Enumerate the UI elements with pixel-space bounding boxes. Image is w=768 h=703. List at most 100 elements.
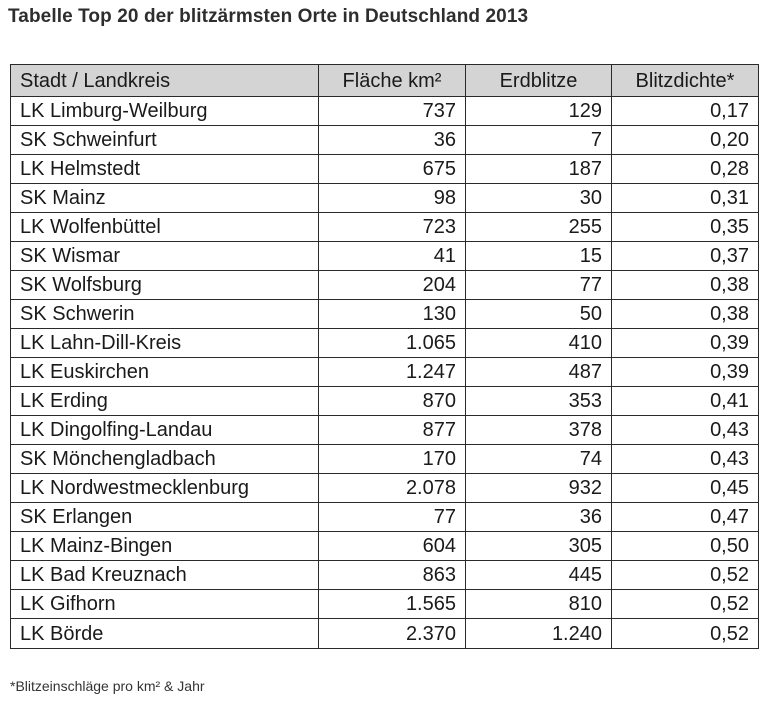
cell-lightning: 410 <box>465 328 612 358</box>
table-row: LK Erding 870 353 0,41 <box>10 386 759 416</box>
cell-density: 0,52 <box>611 589 759 619</box>
table-row: LK Helmstedt 675 187 0,28 <box>10 154 759 184</box>
table-row: LK Lahn-Dill-Kreis 1.065 410 0,39 <box>10 328 759 358</box>
table-row: LK Limburg-Weilburg 737 129 0,17 <box>10 96 759 126</box>
table-row: SK Wismar 41 15 0,37 <box>10 241 759 271</box>
footnote: *Blitzeinschläge pro km² & Jahr <box>10 678 205 694</box>
cell-area: 723 <box>318 212 466 242</box>
table-row: LK Mainz-Bingen 604 305 0,50 <box>10 531 759 561</box>
cell-city: LK Helmstedt <box>10 154 319 184</box>
table-row: SK Schweinfurt 36 7 0,20 <box>10 125 759 155</box>
cell-area: 98 <box>318 183 466 213</box>
table-row: SK Erlangen 77 36 0,47 <box>10 502 759 532</box>
cell-density: 0,41 <box>611 386 759 416</box>
cell-density: 0,35 <box>611 212 759 242</box>
cell-lightning: 353 <box>465 386 612 416</box>
cell-lightning: 810 <box>465 589 612 619</box>
table-row: LK Bad Kreuznach 863 445 0,52 <box>10 560 759 590</box>
cell-city: SK Schwerin <box>10 299 319 329</box>
cell-lightning: 255 <box>465 212 612 242</box>
cell-area: 41 <box>318 241 466 271</box>
cell-density: 0,28 <box>611 154 759 184</box>
table-row: LK Börde 2.370 1.240 0,52 <box>10 618 759 649</box>
cell-area: 77 <box>318 502 466 532</box>
header-city: Stadt / Landkreis <box>10 64 319 97</box>
table-row: LK Euskirchen 1.247 487 0,39 <box>10 357 759 387</box>
cell-city: LK Wolfenbüttel <box>10 212 319 242</box>
cell-density: 0,52 <box>611 560 759 590</box>
cell-density: 0,39 <box>611 357 759 387</box>
cell-lightning: 445 <box>465 560 612 590</box>
cell-lightning: 378 <box>465 415 612 445</box>
cell-density: 0,52 <box>611 618 759 649</box>
cell-density: 0,20 <box>611 125 759 155</box>
cell-city: LK Erding <box>10 386 319 416</box>
cell-area: 604 <box>318 531 466 561</box>
cell-lightning: 77 <box>465 270 612 300</box>
cell-city: SK Wolfsburg <box>10 270 319 300</box>
cell-density: 0,38 <box>611 299 759 329</box>
table-row: SK Mönchengladbach 170 74 0,43 <box>10 444 759 474</box>
cell-density: 0,17 <box>611 96 759 126</box>
cell-lightning: 36 <box>465 502 612 532</box>
page-title: Tabelle Top 20 der blitzärmsten Orte in … <box>8 6 529 27</box>
header-lightning: Erdblitze <box>465 64 612 97</box>
cell-city: LK Bad Kreuznach <box>10 560 319 590</box>
table-row: LK Gifhorn 1.565 810 0,52 <box>10 589 759 619</box>
cell-area: 675 <box>318 154 466 184</box>
cell-city: SK Schweinfurt <box>10 125 319 155</box>
cell-lightning: 129 <box>465 96 612 126</box>
cell-city: LK Börde <box>10 618 319 649</box>
cell-density: 0,43 <box>611 415 759 445</box>
cell-area: 737 <box>318 96 466 126</box>
cell-density: 0,31 <box>611 183 759 213</box>
cell-area: 877 <box>318 415 466 445</box>
cell-lightning: 50 <box>465 299 612 329</box>
cell-density: 0,50 <box>611 531 759 561</box>
cell-city: LK Euskirchen <box>10 357 319 387</box>
cell-lightning: 7 <box>465 125 612 155</box>
cell-lightning: 15 <box>465 241 612 271</box>
cell-city: LK Mainz-Bingen <box>10 531 319 561</box>
cell-lightning: 187 <box>465 154 612 184</box>
cell-area: 1.065 <box>318 328 466 358</box>
cell-lightning: 74 <box>465 444 612 474</box>
cell-city: LK Limburg-Weilburg <box>10 96 319 126</box>
cell-density: 0,47 <box>611 502 759 532</box>
cell-area: 130 <box>318 299 466 329</box>
cell-city: LK Lahn-Dill-Kreis <box>10 328 319 358</box>
table-row: LK Wolfenbüttel 723 255 0,35 <box>10 212 759 242</box>
cell-city: SK Mainz <box>10 183 319 213</box>
table-row: SK Mainz 98 30 0,31 <box>10 183 759 213</box>
cell-area: 204 <box>318 270 466 300</box>
cell-area: 2.370 <box>318 618 466 649</box>
cell-lightning: 305 <box>465 531 612 561</box>
cell-city: SK Wismar <box>10 241 319 271</box>
cell-density: 0,38 <box>611 270 759 300</box>
cell-area: 863 <box>318 560 466 590</box>
cell-density: 0,39 <box>611 328 759 358</box>
lightning-table: Stadt / Landkreis Fläche km² Erdblitze B… <box>10 64 759 649</box>
cell-density: 0,45 <box>611 473 759 503</box>
header-density: Blitzdichte* <box>611 64 759 97</box>
cell-lightning: 1.240 <box>465 618 612 649</box>
table-header-row: Stadt / Landkreis Fläche km² Erdblitze B… <box>10 64 759 97</box>
table-body: LK Limburg-Weilburg 737 129 0,17 SK Schweinf… <box>10 96 759 649</box>
cell-city: LK Gifhorn <box>10 589 319 619</box>
cell-area: 870 <box>318 386 466 416</box>
cell-lightning: 30 <box>465 183 612 213</box>
table-row: SK Wolfsburg 204 77 0,38 <box>10 270 759 300</box>
cell-city: LK Dingolfing-Landau <box>10 415 319 445</box>
cell-density: 0,37 <box>611 241 759 271</box>
cell-density: 0,43 <box>611 444 759 474</box>
cell-area: 36 <box>318 125 466 155</box>
cell-lightning: 932 <box>465 473 612 503</box>
table-row: SK Schwerin 130 50 0,38 <box>10 299 759 329</box>
cell-area: 1.247 <box>318 357 466 387</box>
cell-city: SK Erlangen <box>10 502 319 532</box>
header-area: Fläche km² <box>318 64 466 97</box>
cell-area: 2.078 <box>318 473 466 503</box>
cell-city: SK Mönchengladbach <box>10 444 319 474</box>
table-row: LK Dingolfing-Landau 877 378 0,43 <box>10 415 759 445</box>
cell-area: 1.565 <box>318 589 466 619</box>
